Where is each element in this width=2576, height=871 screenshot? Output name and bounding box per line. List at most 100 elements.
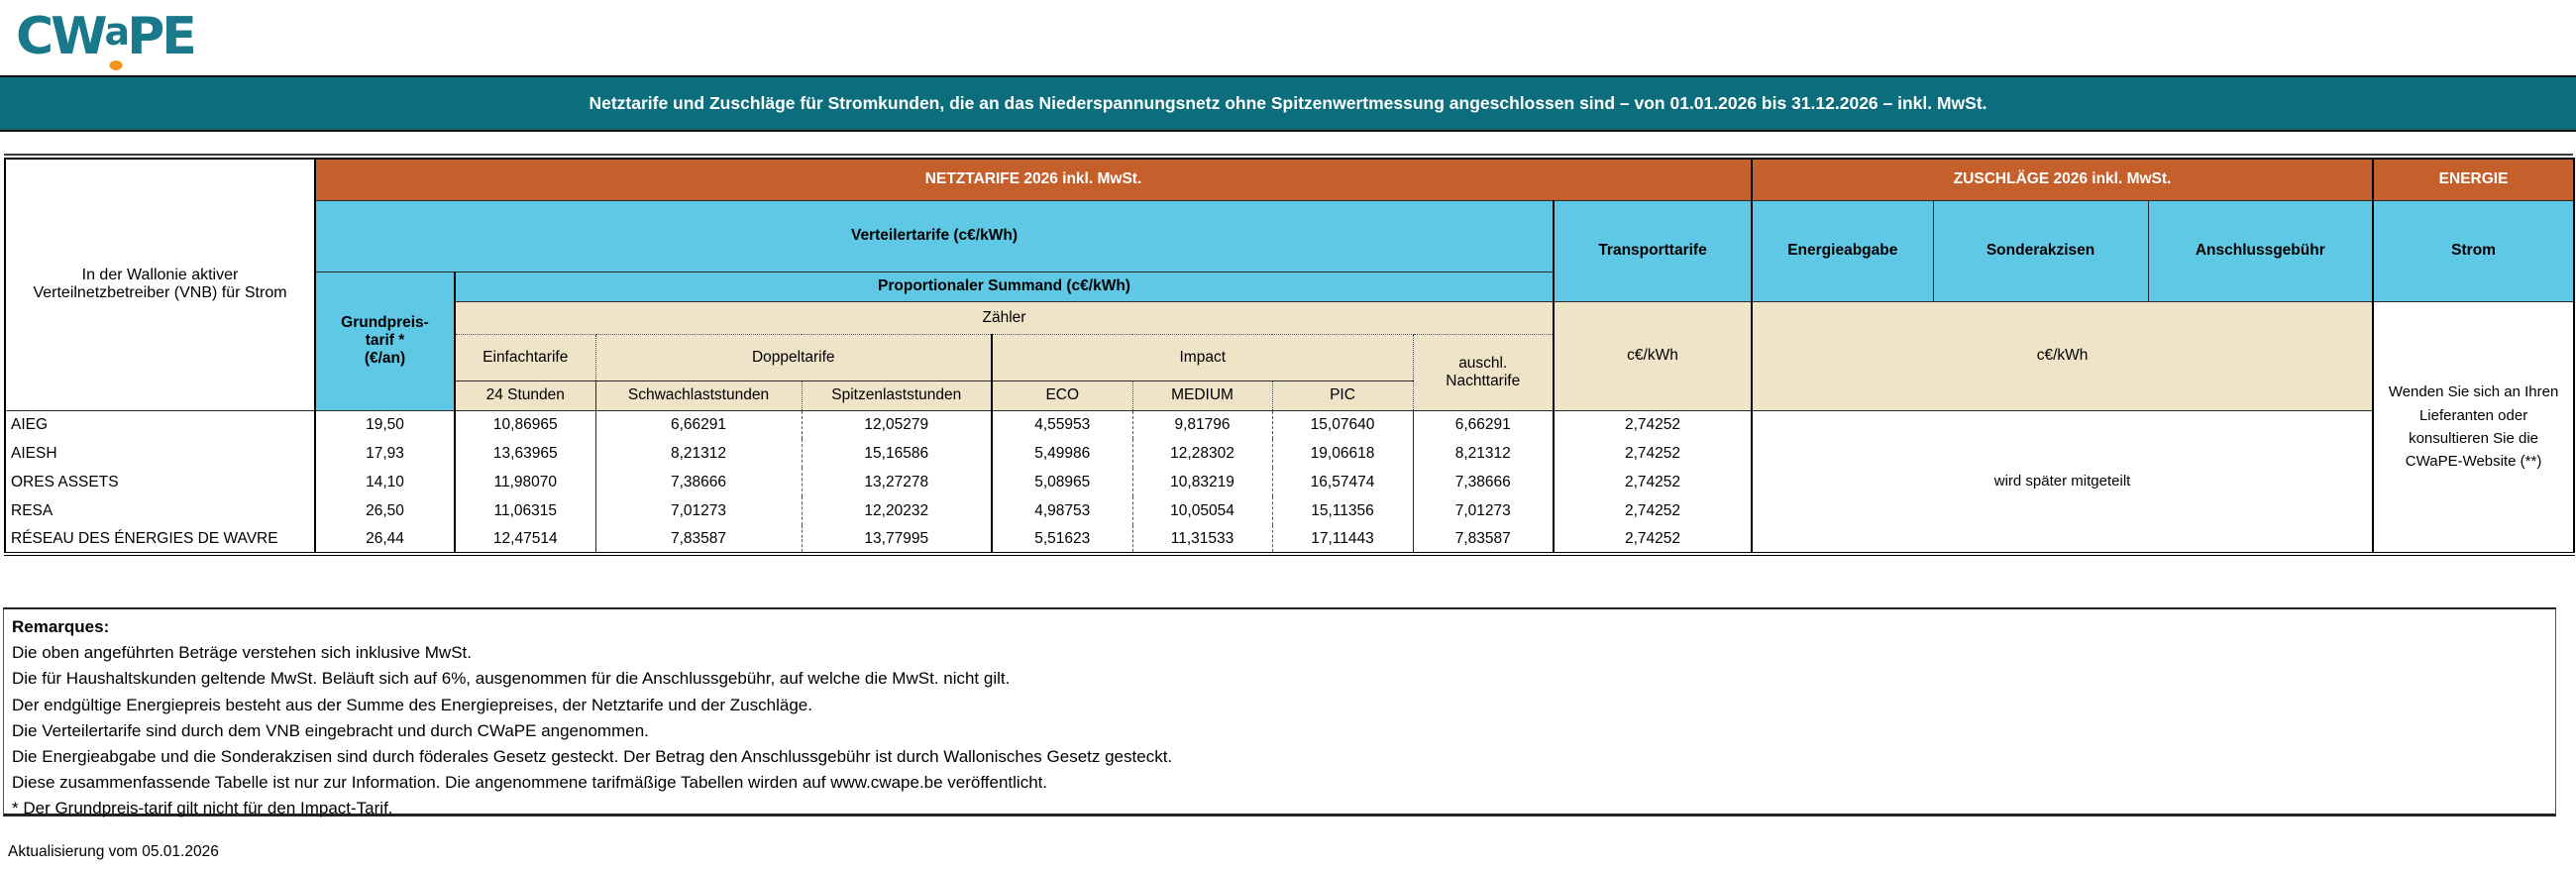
remark-line: Die für Haushaltskunden geltende MwSt. B… (12, 669, 1011, 689)
strom-note-cell: Wenden Sie sich an Ihren Lieferanten ode… (2372, 300, 2575, 555)
vnb-name-cell: AIEG (4, 410, 316, 439)
table-top-rule (4, 154, 2573, 156)
unit-transport-cell: c€/kWh (1552, 300, 1753, 411)
unit-zuschlaege-cell: c€/kWh (1751, 300, 2374, 411)
sub-header-pic: PIC (1271, 380, 1413, 411)
vnb-name-cell: AIESH (4, 439, 316, 468)
medium-cell: 9,81796 (1131, 410, 1272, 439)
logo-text-pe: PE (127, 7, 197, 66)
eco-cell: 5,51623 (991, 525, 1132, 554)
zuschlaege-note-cell: wird später mitgeteilt (1751, 410, 2374, 554)
logo-text-cw: CW (16, 7, 108, 66)
medium-cell: 12,28302 (1131, 439, 1272, 468)
proportionaler-summand-header: Proportionaler Summand (c€/kWh) (454, 271, 1555, 302)
tariff-table-wrap: In der Wallonie aktiver Verteilnetzbetre… (4, 154, 2576, 556)
vnb-name-cell: RESA (4, 496, 316, 525)
medium-cell: 10,05054 (1131, 496, 1272, 525)
eco-cell: 5,08965 (991, 468, 1132, 496)
24h-cell: 11,98070 (454, 468, 596, 496)
zaehler-header: Zähler (454, 300, 1555, 334)
remarks-title: Remarques: (12, 617, 110, 636)
nachttarif-cell: 7,83587 (1412, 525, 1555, 554)
remarks-box: Remarques: Die oben angeführten Beträge … (3, 607, 2556, 817)
spitzenlast-cell: 15,16586 (801, 439, 993, 468)
eco-cell: 4,55953 (991, 410, 1132, 439)
schwachlast-cell: 7,38666 (594, 468, 802, 496)
vnb-name-cell: ORES ASSETS (4, 468, 316, 496)
transporttarife-header: Transporttarife (1552, 199, 1753, 302)
schwachlast-cell: 6,66291 (594, 410, 802, 439)
table-row-resa: RESA 26,50 11,06315 7,01273 12,20232 4,9… (4, 496, 2574, 525)
schwachlast-cell: 7,01273 (594, 496, 802, 525)
remark-line: * Der Grundpreis-tarif gilt nicht für de… (12, 799, 393, 818)
grundpreis-cell: 17,93 (314, 439, 456, 468)
page-title: Netztarife und Zuschläge für Stromkunden… (589, 93, 1987, 113)
update-date: Aktualisierung vom 05.01.2026 (8, 843, 219, 860)
transport-cell: 2,74252 (1552, 439, 1753, 468)
24h-cell: 13,63965 (454, 439, 596, 468)
anschlussgebuehr-header: Anschlussgebühr (2147, 199, 2374, 302)
logo-text-a: a (104, 10, 131, 54)
transport-cell: 2,74252 (1552, 410, 1753, 439)
pic-cell: 15,11356 (1271, 496, 1414, 525)
spitzenlast-cell: 13,27278 (801, 468, 993, 496)
medium-cell: 11,31533 (1131, 525, 1272, 554)
spitzenlast-cell: 12,20232 (801, 496, 993, 525)
strom-header: Strom (2372, 199, 2575, 302)
remark-line: Diese zusammenfassende Tabelle ist nur z… (12, 773, 1048, 793)
table-row-aieg: AIEG 19,50 10,86965 6,66291 12,05279 4,5… (4, 410, 2574, 554)
schwachlast-cell: 7,83587 (594, 525, 802, 554)
sub-header-24-stunden: 24 Stunden (454, 380, 596, 411)
grundpreistarif-header: Grundpreis- tarif * (€/an) (314, 271, 456, 411)
spitzenlast-cell: 12,05279 (801, 410, 993, 439)
table-row-ores: ORES ASSETS 14,10 11,98070 7,38666 13,27… (4, 468, 2574, 496)
remark-line: Der endgültige Energiepreis besteht aus … (12, 695, 812, 714)
cwape-logo: CWa PE (16, 2, 197, 78)
pic-cell: 17,11443 (1271, 525, 1414, 554)
grundpreis-cell: 19,50 (314, 410, 456, 439)
nachttarif-cell: 7,01273 (1412, 496, 1555, 525)
24h-cell: 12,47514 (454, 525, 596, 554)
logo-orange-dot-icon (109, 60, 123, 70)
netztarife-group-header: NETZTARIFE 2026 inkl. MwSt. (314, 158, 1753, 201)
nachttarife-header: auschl. Nachttarife (1412, 333, 1555, 411)
sub-header-schwachlaststunden: Schwachlaststunden (594, 380, 802, 411)
spitzenlast-cell: 13,77995 (801, 525, 993, 554)
medium-cell: 10,83219 (1131, 468, 1272, 496)
sub-header-spitzenlaststunden: Spitzenlaststunden (801, 380, 993, 411)
remark-line: Die Verteilertarife sind durch dem VNB e… (12, 720, 649, 740)
pic-cell: 15,07640 (1271, 410, 1414, 439)
pic-cell: 19,06618 (1271, 439, 1414, 468)
vnb-name-cell: RÉSEAU DES ÉNERGIES DE WAVRE (4, 525, 316, 554)
grundpreis-cell: 26,44 (314, 525, 456, 554)
transport-cell: 2,74252 (1552, 496, 1753, 525)
energie-group-header: ENERGIE (2372, 158, 2575, 201)
zuschlaege-group-header: ZUSCHLÄGE 2026 inkl. MwSt. (1751, 158, 2374, 201)
remark-line: Die Energieabgabe und die Sonderakzisen … (12, 747, 1173, 767)
eco-cell: 4,98753 (991, 496, 1132, 525)
sonderakzisen-header: Sonderakzisen (1932, 199, 2149, 302)
table-row-aiesh: AIESH 17,93 13,63965 8,21312 15,16586 5,… (4, 439, 2574, 468)
vnb-column-header: In der Wallonie aktiver Verteilnetzbetre… (4, 158, 316, 411)
einfachtarife-header: Einfachtarife (454, 333, 595, 381)
sub-header-medium: MEDIUM (1131, 380, 1272, 411)
remark-line: Die oben angeführten Beträge verstehen s… (12, 643, 472, 663)
doppeltarife-header: Doppeltarife (594, 333, 992, 381)
nachttarif-cell: 7,38666 (1412, 468, 1555, 496)
grundpreis-cell: 26,50 (314, 496, 456, 525)
schwachlast-cell: 8,21312 (594, 439, 802, 468)
transport-cell: 2,74252 (1552, 525, 1753, 554)
energieabgabe-header: Energieabgabe (1751, 199, 1934, 302)
pic-cell: 16,57474 (1271, 468, 1414, 496)
grundpreis-cell: 14,10 (314, 468, 456, 496)
24h-cell: 10,86965 (454, 410, 596, 439)
title-banner: Netztarife und Zuschläge für Stromkunden… (0, 75, 2576, 132)
sub-header-eco: ECO (991, 380, 1132, 411)
table-row-wavre: RÉSEAU DES ÉNERGIES DE WAVRE 26,44 12,47… (4, 525, 2574, 554)
transport-cell: 2,74252 (1552, 468, 1753, 496)
24h-cell: 11,06315 (454, 496, 596, 525)
nachttarif-cell: 6,66291 (1412, 410, 1555, 439)
impact-header: Impact (991, 333, 1413, 381)
nachttarif-cell: 8,21312 (1412, 439, 1555, 468)
tariff-table: In der Wallonie aktiver Verteilnetzbetre… (4, 158, 2576, 556)
